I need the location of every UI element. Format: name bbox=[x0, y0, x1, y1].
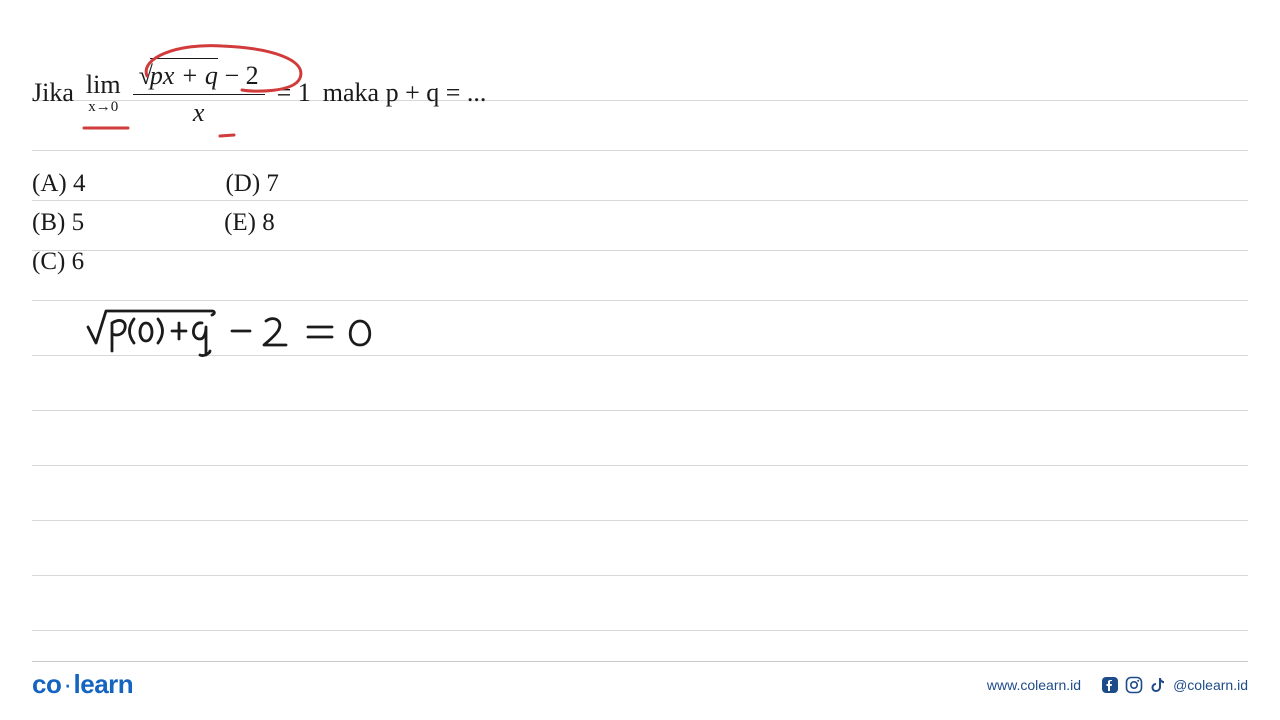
logo-learn: learn bbox=[74, 669, 134, 699]
equals-one: = 1 bbox=[277, 78, 311, 108]
website-url: www.colearn.id bbox=[987, 677, 1081, 693]
logo-dot: · bbox=[63, 669, 71, 699]
answer-options: (A) 4 (D) 7 (B) 5 (E) 8 (C) 6 bbox=[32, 165, 279, 281]
footer-right: www.colearn.id @colearn.id bbox=[987, 676, 1248, 694]
problem-statement: Jika lim x→0 √ px + q − 2 x = 1 maka p +… bbox=[32, 58, 486, 128]
sqrt-body: px + q bbox=[150, 58, 218, 91]
numerator: √ px + q − 2 bbox=[133, 58, 265, 95]
lim-sub: x→0 bbox=[88, 100, 118, 115]
instagram-icon bbox=[1125, 676, 1143, 694]
red-underline-x bbox=[218, 133, 236, 139]
social-group: @colearn.id bbox=[1101, 676, 1248, 694]
minus-two: − 2 bbox=[224, 61, 258, 90]
page-content: Jika lim x→0 √ px + q − 2 x = 1 maka p +… bbox=[0, 0, 1280, 720]
logo-co: co bbox=[32, 669, 61, 699]
option-b: (B) 5 bbox=[32, 204, 84, 243]
social-handle: @colearn.id bbox=[1173, 677, 1248, 693]
red-underline-xto0 bbox=[82, 125, 130, 131]
option-a: (A) 4 bbox=[32, 165, 85, 204]
footer-divider bbox=[32, 661, 1248, 662]
option-c: (C) 6 bbox=[32, 243, 84, 282]
limit-block: lim x→0 bbox=[86, 72, 121, 115]
tiktok-icon bbox=[1149, 676, 1167, 694]
maka-text: maka p + q = ... bbox=[323, 78, 487, 108]
sqrt-wrap: √ px + q bbox=[139, 58, 218, 91]
denominator: x bbox=[193, 95, 205, 128]
logo: co·learn bbox=[32, 669, 133, 700]
jika-text: Jika bbox=[32, 78, 74, 108]
footer: co·learn www.colearn.id @colearn.id bbox=[0, 669, 1280, 700]
fraction: √ px + q − 2 x bbox=[133, 58, 265, 128]
option-e: (E) 8 bbox=[224, 204, 275, 243]
option-d: (D) 7 bbox=[225, 165, 278, 204]
facebook-icon bbox=[1101, 676, 1119, 694]
lim-text: lim bbox=[86, 72, 121, 98]
handwritten-work bbox=[84, 305, 484, 365]
